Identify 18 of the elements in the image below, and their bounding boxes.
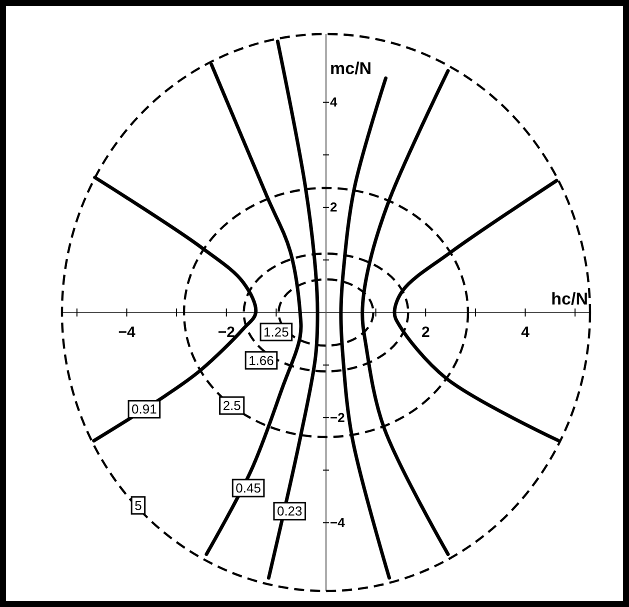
line-series [204,62,303,556]
annotation: 1.25 [264,324,289,340]
annotation: 2.5 [222,398,241,414]
x-tick-label: −4 [118,324,136,342]
annotation: 0.23 [276,504,302,519]
y-tick-label: 4 [330,94,338,110]
y-tick-label: −2 [330,410,345,425]
y-tick-label: −4 [330,514,346,530]
x-axis-title: hc/N [551,290,588,308]
annotation: 5 [134,498,142,513]
x-tick-label: 2 [421,324,430,342]
annotation: 1.66 [248,352,274,368]
y-tick-label: 2 [330,200,338,215]
x-tick-label: −2 [218,324,235,342]
annotation: 0.91 [132,402,157,417]
annotation: 0.45 [236,480,261,496]
y-axis-title: mc/N [330,59,372,78]
x-tick-label: 4 [521,324,530,342]
